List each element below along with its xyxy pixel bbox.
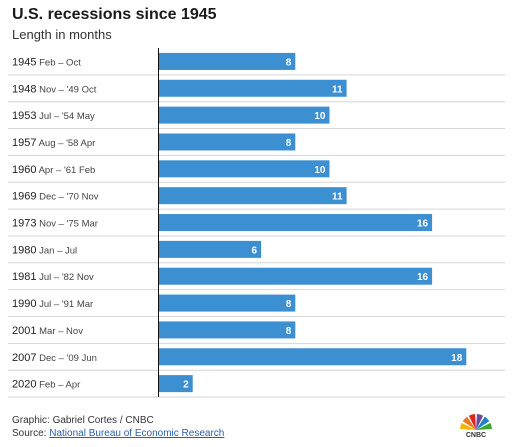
- bar: [158, 187, 347, 205]
- category-span: Feb – Apr: [36, 380, 80, 391]
- category-year: 1945: [12, 56, 36, 68]
- category-year: 1973: [12, 218, 36, 230]
- category-span: Mar – Nov: [36, 326, 83, 337]
- category-year: 1980: [12, 244, 36, 256]
- source-link[interactable]: National Bureau of Economic Research: [49, 428, 225, 439]
- bar-value-label: 8: [286, 326, 292, 337]
- category-label: 1957 Aug – '58 Apr: [12, 137, 95, 149]
- category-label: 1960 Apr – '61 Feb: [12, 164, 95, 176]
- category-label: 2020 Feb – Apr: [12, 379, 80, 391]
- peacock-feather: [460, 422, 476, 430]
- category-year: 2007: [12, 352, 36, 364]
- category-span: Jul – '54 May: [36, 111, 95, 122]
- category-label: 1980 Jan – Jul: [12, 244, 77, 256]
- bar-value-label: 11: [332, 84, 343, 95]
- chart-title: U.S. recessions since 1945: [12, 6, 217, 23]
- bar-chart: 1945 Feb – Oct 8 1948 Nov – '49 Oct 11 1953 …: [8, 48, 505, 398]
- bar-value-label: 16: [417, 272, 429, 283]
- category-span: Jul – '91 Mar: [36, 299, 93, 310]
- category-year: 1990: [12, 298, 36, 310]
- category-span: Nov – '75 Mar: [36, 219, 97, 230]
- bar-value-label: 8: [286, 299, 292, 310]
- bar: [158, 160, 330, 178]
- bar-value-label: 10: [314, 165, 326, 176]
- category-label: 1953 Jul – '54 May: [12, 110, 95, 122]
- category-year: 1960: [12, 164, 36, 176]
- peacock-feather: [476, 414, 484, 430]
- bar-value-label: 8: [286, 138, 292, 149]
- category-span: Jul – '82 Nov: [36, 272, 94, 283]
- category-span: Feb – Oct: [36, 57, 81, 68]
- bar-value-label: 10: [314, 111, 326, 122]
- bar: [158, 267, 433, 285]
- bar: [158, 375, 193, 393]
- cnbc-logo-text: CNBC: [465, 432, 487, 439]
- peacock-feather: [476, 422, 492, 430]
- category-span: Apr – '61 Feb: [36, 165, 95, 176]
- category-year: 1981: [12, 271, 36, 283]
- chart-subtitle: Length in months: [12, 27, 112, 42]
- bar: [158, 294, 296, 312]
- category-year: 1953: [12, 110, 36, 122]
- bar: [158, 348, 467, 366]
- bar: [158, 79, 347, 97]
- graphic-credit: Graphic: Gabriel Cortes / CNBC: [12, 415, 154, 426]
- source-line: Source: National Bureau of Economic Rese…: [12, 428, 224, 439]
- category-label: 2001 Mar – Nov: [12, 325, 83, 337]
- bar-value-label: 2: [183, 380, 189, 391]
- category-label: 1990 Jul – '91 Mar: [12, 298, 93, 310]
- category-span: Jan – Jul: [36, 245, 77, 256]
- category-year: 1969: [12, 191, 36, 203]
- category-label: 1973 Nov – '75 Mar: [12, 218, 98, 230]
- bar-value-label: 11: [332, 192, 343, 203]
- category-span: Nov – '49 Oct: [36, 84, 96, 95]
- bar-value-label: 6: [252, 245, 258, 256]
- category-year: 2020: [12, 379, 36, 391]
- cnbc-peacock-icon: [460, 414, 492, 430]
- bar: [158, 321, 296, 339]
- category-year: 2001: [12, 325, 36, 337]
- category-span: Dec – '70 Nov: [36, 192, 98, 203]
- bar: [158, 240, 262, 258]
- bar-value-label: 8: [286, 57, 292, 68]
- bar: [158, 106, 330, 124]
- bar: [158, 214, 433, 232]
- bar: [158, 133, 296, 151]
- category-year: 1948: [12, 83, 36, 95]
- source-prefix: Source:: [12, 428, 50, 439]
- bar: [158, 52, 296, 70]
- peacock-feather: [462, 416, 476, 430]
- bar-value-label: 16: [417, 219, 429, 230]
- peacock-feather: [476, 416, 490, 430]
- category-label: 2007 Dec – '09 Jun: [12, 352, 97, 364]
- peacock-feather: [468, 414, 476, 430]
- category-span: Dec – '09 Jun: [36, 353, 96, 364]
- category-span: Aug – '58 Apr: [36, 138, 95, 149]
- bar-value-label: 18: [451, 353, 463, 364]
- category-label: 1945 Feb – Oct: [12, 56, 81, 68]
- category-label: 1948 Nov – '49 Oct: [12, 83, 97, 95]
- category-label: 1981 Jul – '82 Nov: [12, 271, 94, 283]
- category-label: 1969 Dec – '70 Nov: [12, 191, 99, 203]
- category-year: 1957: [12, 137, 36, 149]
